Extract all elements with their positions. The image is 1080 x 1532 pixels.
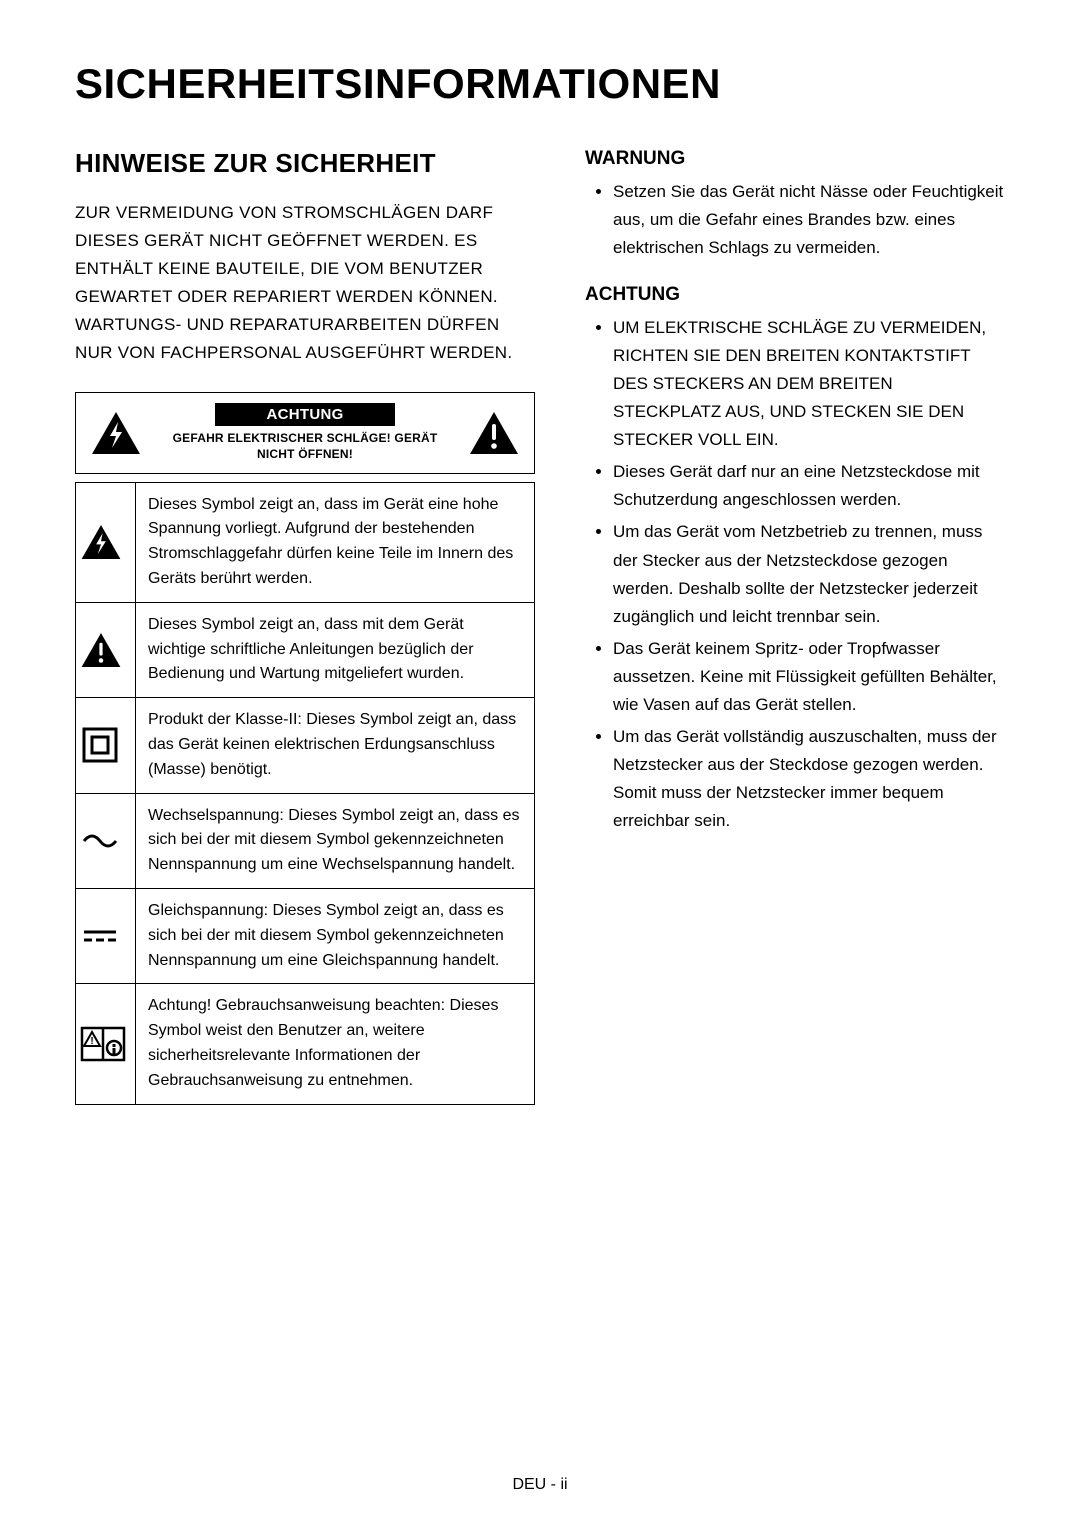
dc-voltage-icon	[76, 889, 136, 984]
table-row: Dieses Symbol zeigt an, dass im Gerät ei…	[76, 482, 535, 602]
caution-center: ACHTUNG GEFAHR ELEKTRISCHER SCHLÄGE! GER…	[156, 403, 454, 462]
table-row: Dieses Symbol zeigt an, dass mit dem Ger…	[76, 602, 535, 697]
warnung-section: WARNUNG Setzen Sie das Gerät nicht Nässe…	[585, 148, 1005, 262]
symbol-desc: Produkt der Klasse-II: Dieses Symbol zei…	[136, 698, 535, 793]
symbol-desc: Gleichspannung: Dieses Symbol zeigt an, …	[136, 889, 535, 984]
table-row: Produkt der Klasse-II: Dieses Symbol zei…	[76, 698, 535, 793]
list-item: Um das Gerät vom Netzbetrieb zu trennen,…	[613, 518, 1005, 630]
list-item: UM ELEKTRISCHE SCHLÄGE ZU VERMEIDEN, RIC…	[613, 314, 1005, 454]
right-column: WARNUNG Setzen Sie das Gerät nicht Nässe…	[585, 148, 1005, 1105]
warnung-list: Setzen Sie das Gerät nicht Nässe oder Fe…	[585, 178, 1005, 262]
lightning-triangle-icon	[86, 410, 146, 456]
symbol-desc: Achtung! Gebrauchsanweisung beachten: Di…	[136, 984, 535, 1104]
table-row: ! Achtung! Gebrauchsanweisung beachten: …	[76, 984, 535, 1104]
intro-text: ZUR VERMEIDUNG VON STROMSCHLÄGEN DARF DI…	[75, 199, 535, 367]
main-title: SICHERHEITSINFORMATIONEN	[75, 60, 1005, 108]
warnung-head: WARNUNG	[585, 148, 1005, 170]
ac-voltage-icon	[76, 793, 136, 888]
page-footer: DEU - ii	[0, 1476, 1080, 1494]
caution-box: ACHTUNG GEFAHR ELEKTRISCHER SCHLÄGE! GER…	[75, 392, 535, 473]
manual-caution-icon: !	[76, 984, 136, 1104]
lightning-triangle-icon	[76, 482, 136, 602]
caution-sub: GEFAHR ELEKTRISCHER SCHLÄGE! GERÄT NICHT…	[156, 430, 454, 462]
table-row: Gleichspannung: Dieses Symbol zeigt an, …	[76, 889, 535, 984]
symbol-desc: Dieses Symbol zeigt an, dass mit dem Ger…	[136, 602, 535, 697]
symbol-table: Dieses Symbol zeigt an, dass im Gerät ei…	[75, 482, 535, 1105]
content-columns: HINWEISE ZUR SICHERHEIT ZUR VERMEIDUNG V…	[75, 148, 1005, 1105]
list-item: Dieses Gerät darf nur an eine Netzsteckd…	[613, 458, 1005, 514]
achtung-section: ACHTUNG UM ELEKTRISCHE SCHLÄGE ZU VERMEI…	[585, 284, 1005, 835]
symbol-desc: Wechselspannung: Dieses Symbol zeigt an,…	[136, 793, 535, 888]
left-column: HINWEISE ZUR SICHERHEIT ZUR VERMEIDUNG V…	[75, 148, 535, 1105]
exclamation-triangle-icon	[76, 602, 136, 697]
achtung-list: UM ELEKTRISCHE SCHLÄGE ZU VERMEIDEN, RIC…	[585, 314, 1005, 835]
caution-header: ACHTUNG	[215, 403, 395, 426]
list-item: Setzen Sie das Gerät nicht Nässe oder Fe…	[613, 178, 1005, 262]
exclamation-triangle-icon	[464, 410, 524, 456]
achtung-head: ACHTUNG	[585, 284, 1005, 306]
class-ii-icon	[76, 698, 136, 793]
list-item: Um das Gerät vollständig auszuschalten, …	[613, 723, 1005, 835]
symbol-desc: Dieses Symbol zeigt an, dass im Gerät ei…	[136, 482, 535, 602]
list-item: Das Gerät keinem Spritz- oder Tropfwasse…	[613, 635, 1005, 719]
svg-text:!: !	[90, 1036, 93, 1047]
subtitle: HINWEISE ZUR SICHERHEIT	[75, 148, 535, 179]
table-row: Wechselspannung: Dieses Symbol zeigt an,…	[76, 793, 535, 888]
